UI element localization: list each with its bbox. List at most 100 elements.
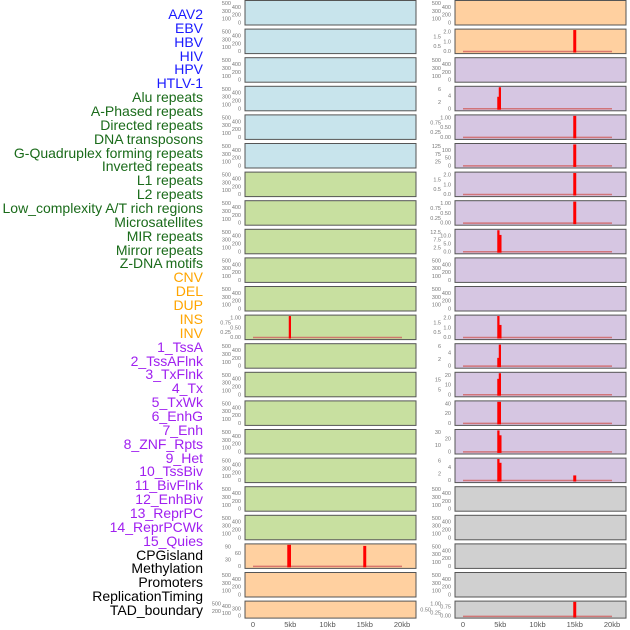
y-tick-label: 500	[222, 401, 231, 407]
y-tick-label: 125	[432, 144, 441, 150]
y-tick-label: 300	[222, 66, 231, 72]
y-tick-label: 300	[432, 266, 441, 272]
y-tick-label: 100	[432, 303, 441, 309]
y-tick-label: 300	[222, 352, 231, 358]
y-tick-label: 0.25	[220, 330, 231, 336]
track-label: HTLV-1	[156, 75, 203, 92]
y-tick-label: 100	[222, 274, 231, 280]
y-tick-label: 200	[232, 585, 241, 591]
panel-promoters	[454, 543, 627, 569]
track-label: Alu repeats	[132, 89, 203, 106]
y-tick-label: 500	[222, 1, 231, 7]
y-tick-label: 400	[232, 148, 241, 154]
x-tick-label: 0	[461, 620, 465, 629]
track-label: Microsatellites	[114, 213, 203, 230]
y-tick-label: 12.5	[430, 230, 441, 236]
panel-htlv-1	[244, 143, 417, 169]
y-tick-label: 0	[238, 49, 241, 55]
y-tick-label: 200	[232, 413, 241, 419]
y-tick-label: 200	[232, 470, 241, 476]
y-tick-label: 20	[445, 373, 451, 379]
y-tick-label: 300	[222, 581, 231, 587]
y-tick-label: 2.0	[443, 173, 451, 179]
track-label: 1_TssA	[157, 338, 203, 355]
y-tick-label: 4	[448, 465, 451, 471]
y-tick-label: 0	[238, 507, 241, 513]
y-tick-label: 200	[232, 213, 241, 219]
panel-13-reprpc	[454, 400, 627, 426]
track-label: Z-DNA motifs	[119, 255, 203, 272]
track-label: 7_Enh	[162, 421, 203, 438]
y-tick-label: 10	[445, 383, 451, 389]
panel-5-txwk	[454, 171, 627, 198]
panel-1-tssa	[454, 57, 627, 83]
y-tick-label: 400	[222, 604, 231, 610]
track-label: Low_complexity A/T rich regions	[2, 200, 204, 217]
y-tick-label: 0	[448, 164, 451, 170]
y-tick-label: 300	[222, 209, 231, 215]
y-tick-label: 400	[232, 205, 241, 211]
y-tick-label: 500	[222, 459, 231, 465]
y-tick-label: 0	[448, 535, 451, 541]
panel-microsatellites	[244, 429, 417, 455]
track-label: DUP	[173, 297, 203, 314]
x-tick-label: 5kb	[284, 620, 296, 629]
y-tick-label: 1.5	[433, 34, 441, 40]
signal-bar	[288, 316, 291, 339]
y-tick-label: 300	[222, 381, 231, 387]
y-tick-label: 500	[432, 258, 441, 264]
x-tick-label: 10kb	[529, 620, 545, 629]
y-tick-label: 1.00	[440, 201, 451, 207]
y-tick-label: 100	[432, 531, 441, 537]
y-tick-label: 300	[222, 466, 231, 472]
y-tick-label: 1.00	[430, 602, 441, 608]
track-label: Mirror repeats	[115, 241, 203, 258]
panel-10-tssbiv	[454, 314, 627, 341]
track-label: 9_Het	[165, 449, 203, 466]
y-tick-label: 300	[222, 180, 231, 186]
panel-hbv	[244, 57, 417, 83]
y-tick-label: 0.25	[430, 130, 441, 136]
signal-bar	[287, 544, 291, 568]
track-label: CNV	[173, 269, 203, 286]
y-tick-label: 100	[222, 474, 231, 480]
panel-hiv	[244, 85, 417, 112]
y-tick-label: 200	[442, 270, 451, 276]
y-tick-label: 0	[238, 192, 241, 198]
y-tick-label: 10	[435, 443, 441, 449]
y-tick-label: 0.0	[443, 192, 451, 198]
y-tick-label: 300	[222, 238, 231, 244]
y-tick-label: 0	[238, 535, 241, 541]
panel-low-complexity-a-t-rich-regions	[244, 400, 417, 426]
signal-bar	[499, 435, 502, 453]
y-tick-label: 500	[222, 373, 231, 379]
y-tick-label: 500	[432, 287, 441, 293]
y-tick-label: 200	[232, 70, 241, 76]
track-label: Inverted repeats	[101, 158, 203, 175]
panel-ins	[454, 0, 627, 26]
y-tick-label: 2	[438, 472, 441, 478]
y-tick-label: 2	[438, 100, 441, 106]
track-label: Methylation	[131, 560, 203, 577]
panel-14-reprpcwk	[454, 429, 627, 455]
y-tick-label: 300	[232, 606, 241, 612]
signal-bar	[497, 96, 500, 110]
x-tick-label: 15kb	[357, 620, 373, 629]
signal-bar	[497, 316, 500, 339]
y-tick-label: 100	[442, 148, 451, 154]
panel-8-znf-rpts	[454, 257, 627, 283]
y-tick-label: 0	[238, 78, 241, 84]
y-tick-label: 200	[442, 299, 451, 305]
panel-2-tssaflnk	[454, 85, 627, 112]
x-tick-label: 20kb	[394, 620, 410, 629]
y-tick-label: 400	[232, 577, 241, 583]
y-tick-label: 400	[232, 262, 241, 268]
y-tick-label: 1.0	[443, 325, 451, 331]
y-tick-label: 0	[238, 278, 241, 284]
y-tick-label: 300	[222, 95, 231, 101]
panel-l1-repeats	[244, 343, 417, 369]
signal-bar	[573, 144, 577, 167]
y-tick-label: 300	[222, 524, 231, 530]
y-tick-label: 4	[448, 93, 451, 99]
y-tick-label: 10.0	[440, 234, 451, 240]
